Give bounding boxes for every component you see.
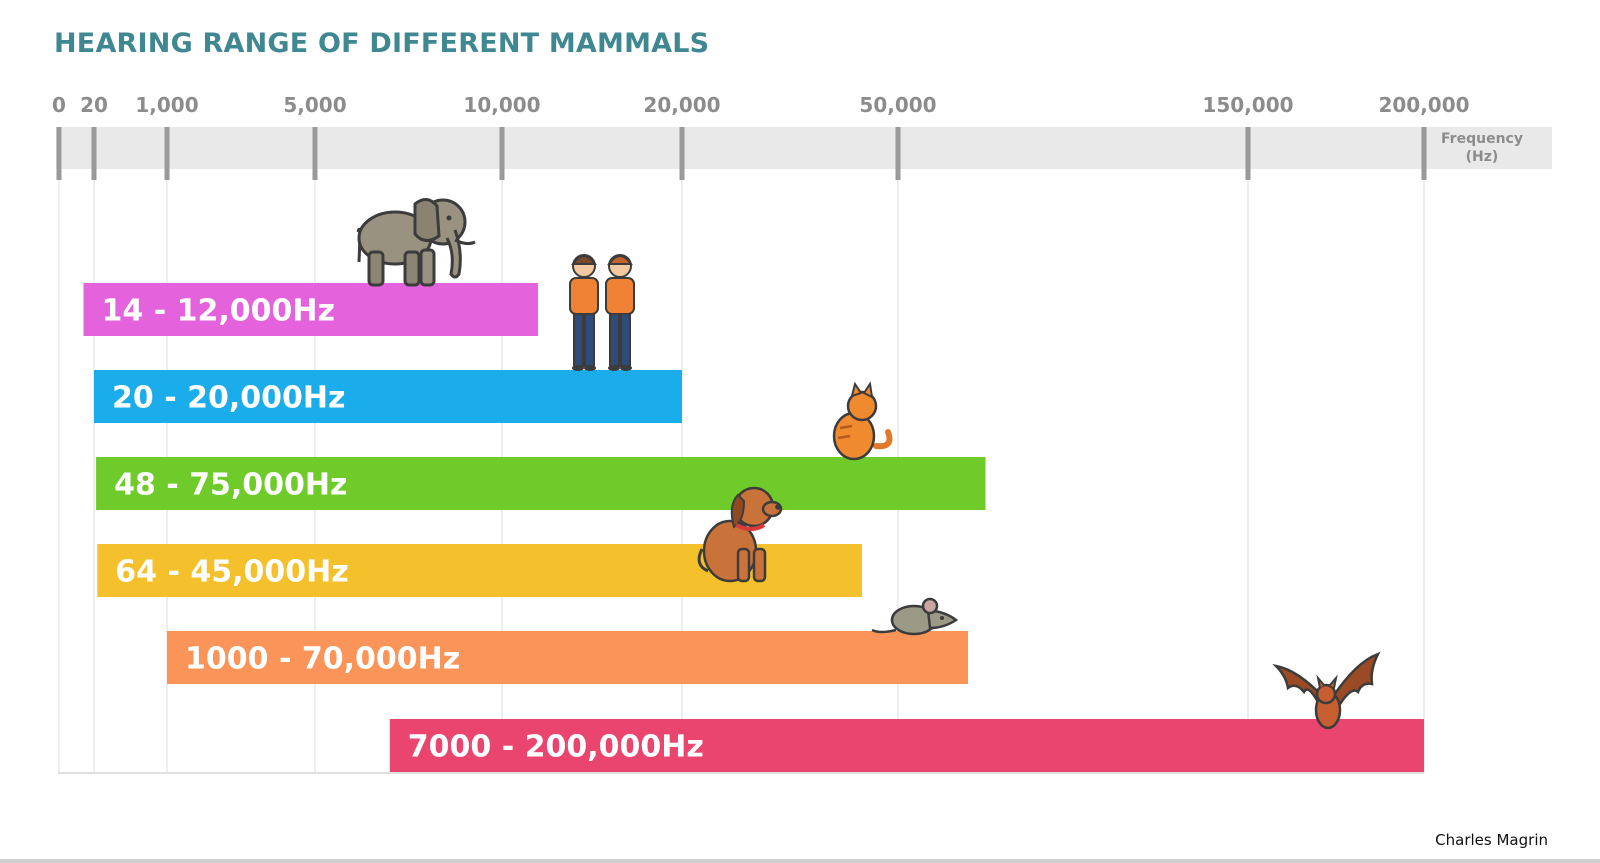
tick-mark bbox=[1421, 127, 1427, 180]
tick-mark bbox=[91, 127, 97, 180]
bar-label-bat: 7000 - 200,000Hz bbox=[408, 730, 704, 765]
bar-layer: 14 - 12,000Hz 20 - 20,000Hz 48 - 75,000Hz 6… bbox=[83, 283, 1424, 772]
elephant-icon bbox=[356, 198, 476, 287]
tick-mark bbox=[895, 127, 901, 180]
bar-label-mouse: 1000 - 70,000Hz bbox=[185, 642, 460, 677]
tick-mark bbox=[1245, 127, 1251, 180]
tick-label: 200,000 bbox=[1378, 93, 1469, 117]
tick-label: 1,000 bbox=[135, 93, 198, 117]
axis-label-line-1: Frequency bbox=[1441, 131, 1523, 147]
bar-label-humans: 20 - 20,000Hz bbox=[112, 381, 345, 416]
tick-label: 5,000 bbox=[283, 93, 346, 117]
tick-mark bbox=[56, 127, 62, 180]
bar-label-dog: 64 - 45,000Hz bbox=[115, 555, 348, 590]
tick-label: 0 bbox=[52, 93, 66, 117]
axis-label-line-2: (Hz) bbox=[1466, 149, 1499, 165]
tick-mark bbox=[679, 127, 685, 180]
tick-label: 150,000 bbox=[1202, 93, 1293, 117]
bar-humans bbox=[94, 370, 682, 423]
icon-layer bbox=[356, 198, 1381, 730]
tick-label: 20,000 bbox=[643, 93, 720, 117]
bar-bat bbox=[389, 719, 1424, 772]
tick-layer: 0 20 1,000 5,000 10,000 20,000 50,000 150,000 20… bbox=[52, 93, 1470, 180]
tick-label: 50,000 bbox=[859, 93, 936, 117]
bar-mouse bbox=[167, 631, 968, 684]
bat-icon bbox=[1272, 651, 1381, 730]
tick-mark bbox=[312, 127, 318, 180]
humans-icon bbox=[569, 254, 635, 371]
tick-label: 20 bbox=[80, 93, 108, 117]
author-credit: Charles Magrin bbox=[1435, 831, 1548, 849]
bar-label-cat: 48 - 75,000Hz bbox=[114, 468, 347, 503]
dog-icon bbox=[697, 486, 783, 583]
bottom-rule bbox=[0, 859, 1600, 863]
tick-mark bbox=[499, 127, 505, 180]
bar-cat bbox=[96, 457, 986, 510]
axis-band bbox=[56, 127, 1552, 169]
bar-elephant bbox=[83, 283, 538, 336]
cat-icon bbox=[832, 381, 893, 461]
mouse-icon bbox=[871, 597, 959, 636]
tick-mark bbox=[164, 127, 170, 180]
chart-title: HEARING RANGE OF DIFFERENT MAMMALS bbox=[54, 28, 710, 59]
bar-label-elephant: 14 - 12,000Hz bbox=[102, 294, 335, 329]
tick-label: 10,000 bbox=[463, 93, 540, 117]
